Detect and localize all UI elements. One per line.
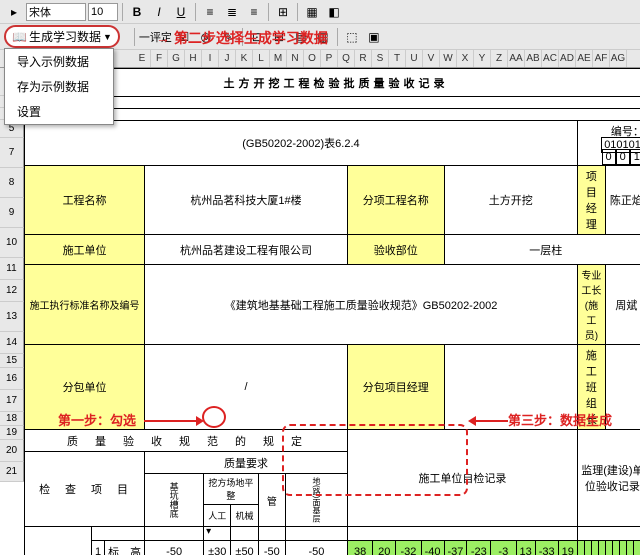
hdr-quality-req: 质量要求 bbox=[145, 452, 348, 474]
hdr-self-check: 施工单位自检记录 bbox=[347, 430, 577, 527]
border-icon[interactable]: ▦ bbox=[302, 2, 322, 22]
tool-icon-9[interactable]: ▣ bbox=[364, 27, 384, 47]
col-guan: 管 bbox=[258, 474, 285, 527]
hdr-constr: 施工单位 bbox=[25, 235, 145, 265]
underline-btn[interactable]: U bbox=[171, 2, 191, 22]
book-icon: 📖 bbox=[12, 30, 27, 44]
align-right-icon[interactable]: ≡ bbox=[244, 2, 264, 22]
hdr-foreman: 专业工长(施工员) bbox=[577, 265, 605, 345]
merge-icon[interactable]: ⊞ bbox=[273, 2, 293, 22]
tool-icon-8[interactable]: ⬚ bbox=[342, 27, 362, 47]
r1c2: ±30 bbox=[204, 541, 231, 555]
val-proj-name: 杭州品茗科技大厦1#楼 bbox=[145, 166, 348, 235]
col-dimian: 地(路)面基层 bbox=[285, 474, 347, 527]
hdr-super-check: 监理(建设)单位验收记录 bbox=[577, 430, 640, 527]
align-left-icon[interactable]: ≡ bbox=[200, 2, 220, 22]
action-toolbar: 📖 生成学习数据 ▼ 导入示例数据 存为示例数据 设置 一评定 ☑ ◎ ✎ ⊡ … bbox=[0, 24, 640, 50]
hdr-accept: 验收部位 bbox=[347, 235, 444, 265]
bold-btn[interactable]: B bbox=[127, 2, 147, 22]
italic-btn[interactable]: I bbox=[149, 2, 169, 22]
dropdown-label: 生成学习数据 bbox=[29, 28, 101, 45]
menu-import[interactable]: 导入示例数据 bbox=[5, 49, 113, 74]
menu-settings[interactable]: 设置 bbox=[5, 99, 113, 124]
val-foreman: 周斌 bbox=[605, 265, 640, 345]
bold-icon[interactable]: ▸ bbox=[4, 2, 24, 22]
col-jikang: 基坑槽底 bbox=[145, 474, 204, 527]
hdr-pm: 项目经理 bbox=[577, 166, 605, 235]
r1c5: -50 bbox=[285, 541, 347, 555]
row-headers: 2345789101112131415161718192021 bbox=[0, 68, 24, 555]
r1c1: -50 bbox=[145, 541, 204, 555]
col-jixie: 机械 bbox=[231, 505, 258, 527]
doc-title: 土方开挖工程检验批质量验收记录 bbox=[25, 69, 640, 97]
chevron-down-icon: ▼ bbox=[103, 32, 112, 42]
annotation-step2: → 第二步选择生成学习数据 bbox=[156, 28, 328, 48]
r1c4: -50 bbox=[258, 541, 285, 555]
hdr-proj-name: 工程名称 bbox=[25, 166, 145, 235]
val-constr: 杭州品茗建设工程有限公司 bbox=[145, 235, 348, 265]
r1c3: ±50 bbox=[231, 541, 258, 555]
code-ref: (GB50202-2002)表6.2.4 bbox=[25, 121, 578, 166]
val-exec: 《建筑地基基础工程施工质量验收规范》GB50202-2002 bbox=[145, 265, 578, 345]
menu-save-example[interactable]: 存为示例数据 bbox=[5, 74, 113, 99]
item1: 标 高 bbox=[105, 541, 145, 555]
val-sub-proj: 土方开挖 bbox=[444, 166, 577, 235]
main-table: 土方开挖工程检验批质量验收记录 (GB50202-2002)表6.2.4 编号：… bbox=[24, 68, 640, 555]
fontsize-select[interactable] bbox=[88, 3, 118, 21]
val-pm: 陈正焰 bbox=[605, 166, 640, 235]
hdr-quality-spec: 质 量 验 收 规 范 的 规 定 bbox=[25, 430, 348, 452]
fill-icon[interactable]: ◧ bbox=[324, 2, 344, 22]
format-toolbar: ▸ B I U ≡ ≣ ≡ ⊞ ▦ ◧ bbox=[0, 0, 640, 24]
col-rengong: 人工 bbox=[204, 505, 231, 527]
annotation-step1: 第一步：勾选 bbox=[58, 410, 136, 429]
font-select[interactable] bbox=[26, 3, 86, 21]
hdr-sub-proj: 分项工程名称 bbox=[347, 166, 444, 235]
dropdown-menu: 导入示例数据 存为示例数据 设置 bbox=[4, 48, 114, 125]
item1-no: 1 bbox=[92, 541, 105, 555]
col-kaichang: 挖方场地平整 bbox=[204, 474, 259, 505]
hdr-exec: 施工执行标准名称及编号 bbox=[25, 265, 145, 345]
hdr-check-item: 检 查 项 目 bbox=[25, 452, 145, 527]
hdr-sub-pm: 分包项目经理 bbox=[347, 345, 444, 430]
annotation-step3: 第三步：数据生成 bbox=[508, 410, 612, 429]
val-accept: 一层柱 bbox=[444, 235, 640, 265]
generate-data-dropdown[interactable]: 📖 生成学习数据 ▼ bbox=[4, 25, 120, 48]
align-center-icon[interactable]: ≣ bbox=[222, 2, 242, 22]
spreadsheet: EFGHIJKLMNOPQRSTUVWXYZAAABACADAEAFAG 234… bbox=[0, 50, 640, 555]
